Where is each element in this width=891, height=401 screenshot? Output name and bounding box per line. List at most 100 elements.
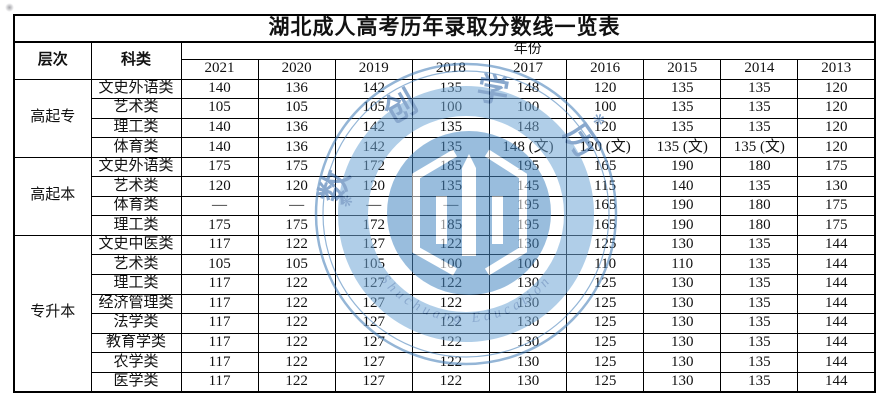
- score-cell: 175: [797, 156, 876, 178]
- score-cell: 125: [566, 352, 645, 373]
- score-table: 湖北成人高考历年录取分数线一览表 层次 科类 年份 2021 2020 2019…: [13, 14, 876, 393]
- score-cell: 117: [180, 293, 259, 315]
- score-cell: 120: [566, 78, 645, 100]
- score-cell: 125: [566, 273, 645, 295]
- year-header: 2020: [257, 58, 336, 80]
- level-cell: 专升本: [13, 234, 92, 393]
- score-cell: 120: [180, 176, 259, 197]
- score-cell: 175: [797, 195, 876, 217]
- score-cell: 110: [566, 254, 645, 275]
- subject-cell: 体育类: [90, 137, 182, 158]
- score-cell: 115: [566, 176, 645, 197]
- score-cell: 127: [334, 332, 413, 354]
- year-header: 2014: [720, 58, 799, 80]
- subject-cell: 艺术类: [90, 98, 182, 119]
- score-cell: 135: [411, 176, 490, 197]
- score-cell: 180: [720, 215, 799, 236]
- score-cell: 125: [566, 234, 645, 256]
- subject-cell: 文史外语类: [90, 78, 182, 100]
- score-cell: 180: [720, 195, 799, 217]
- subject-cell: 文史外语类: [90, 156, 182, 178]
- score-cell: 105: [180, 98, 259, 119]
- table-row: 高起本 文史外语类 175 175 172 185 195 165 190 180 175: [13, 156, 876, 236]
- score-cell: 175: [797, 215, 876, 236]
- score-cell: 120: [797, 98, 876, 119]
- score-cell: 144: [797, 371, 876, 393]
- table-row: 理工类 175 175 172 185 195 165 190 180 175: [14, 215, 876, 236]
- score-cell: 130: [643, 273, 722, 295]
- score-cell: 135: [643, 98, 722, 119]
- score-cell: 122: [411, 332, 490, 354]
- score-cell: 130: [643, 313, 722, 334]
- score-cell: 135: [411, 137, 490, 158]
- subject-cell: 教育学类: [90, 332, 182, 354]
- score-cell: 172: [334, 215, 413, 236]
- score-cell: 135: [643, 78, 722, 100]
- score-cell: 120: [257, 176, 336, 197]
- score-cell: 122: [411, 313, 490, 334]
- col-header-year-group: 年份: [180, 41, 876, 60]
- subject-cell: 经济管理类: [90, 293, 182, 315]
- score-cell: 130: [643, 352, 722, 373]
- score-cell: 130: [643, 371, 722, 393]
- table-row: 法学类 117 122 127 122 130 125 130 135 144: [14, 313, 876, 334]
- table-row: 艺术类 120 120 120 135 145 115 140 135 130: [14, 176, 876, 197]
- score-cell: 120: [797, 137, 876, 158]
- score-cell: 145: [488, 176, 568, 197]
- subject-cell: 文史中医类: [90, 234, 182, 256]
- score-cell: 135: [720, 313, 799, 334]
- score-cell: 127: [334, 313, 413, 334]
- year-header: 2015: [643, 58, 722, 80]
- score-cell: 127: [334, 371, 413, 393]
- table-row: 高起专 文史外语类 140 136 142 135 148 120 135 135 120: [13, 78, 876, 158]
- score-cell: 190: [643, 156, 722, 178]
- score-cell: 130: [488, 313, 568, 334]
- score-cell: 190: [643, 195, 722, 217]
- score-cell: 117: [180, 313, 259, 334]
- score-cell: 144: [797, 313, 876, 334]
- table-row: 艺术类 105 105 105 100 100 100 135 135 120: [14, 98, 876, 119]
- score-cell: 117: [180, 352, 259, 373]
- score-cell: 130: [488, 332, 568, 354]
- score-cell: 122: [257, 352, 336, 373]
- table-row: 经济管理类 117 122 127 122 130 125 130 135 144: [14, 293, 876, 315]
- subject-cell: 医学类: [90, 371, 182, 393]
- score-cell: 136: [257, 78, 336, 100]
- score-cell: 127: [334, 234, 413, 256]
- score-cell: 130: [643, 234, 722, 256]
- score-cell: 122: [257, 293, 336, 315]
- header-row-groups: 层次 科类 年份: [13, 41, 876, 80]
- year-header: 2017: [488, 58, 568, 80]
- score-table-head: 湖北成人高考历年录取分数线一览表 层次 科类 年份 2021 2020 2019…: [13, 14, 876, 80]
- score-cell: 125: [566, 371, 645, 393]
- score-cell: 135: [720, 293, 799, 315]
- score-cell: 144: [797, 352, 876, 373]
- score-cell: 100: [488, 98, 568, 119]
- score-cell: 117: [180, 371, 259, 393]
- table-row: 专升本 文史中医类 117 122 127 122 130 125 130 135 144: [13, 234, 876, 393]
- score-cell: —: [411, 195, 490, 217]
- score-cell: 130: [643, 332, 722, 354]
- score-cell: 172: [334, 156, 413, 178]
- score-cell: 120: [797, 117, 876, 139]
- score-cell: 100: [488, 254, 568, 275]
- score-cell: 130: [643, 293, 722, 315]
- table-row: 体育类 — — — —195 165 190 180 175: [14, 195, 876, 217]
- score-cell: 142: [334, 137, 413, 158]
- score-cell: 135: [720, 332, 799, 354]
- score-cell: 135: [720, 98, 799, 119]
- score-cell: 195: [488, 195, 568, 217]
- score-cell: 135 (文): [643, 137, 722, 158]
- subject-cell: 艺术类: [90, 254, 182, 275]
- score-cell: 122: [411, 352, 490, 373]
- score-cell: 120: [566, 117, 645, 139]
- score-cell: 120 (文): [566, 137, 645, 158]
- subject-cell: 理工类: [90, 273, 182, 295]
- score-cell: 130: [797, 176, 876, 197]
- table-row: 理工类 140 136 142 135 148 120 135 135 120: [14, 117, 876, 139]
- score-cell: 117: [180, 273, 259, 295]
- score-cell: 135: [720, 352, 799, 373]
- level-cell: 高起本: [13, 156, 92, 236]
- score-cell: 135: [720, 176, 799, 197]
